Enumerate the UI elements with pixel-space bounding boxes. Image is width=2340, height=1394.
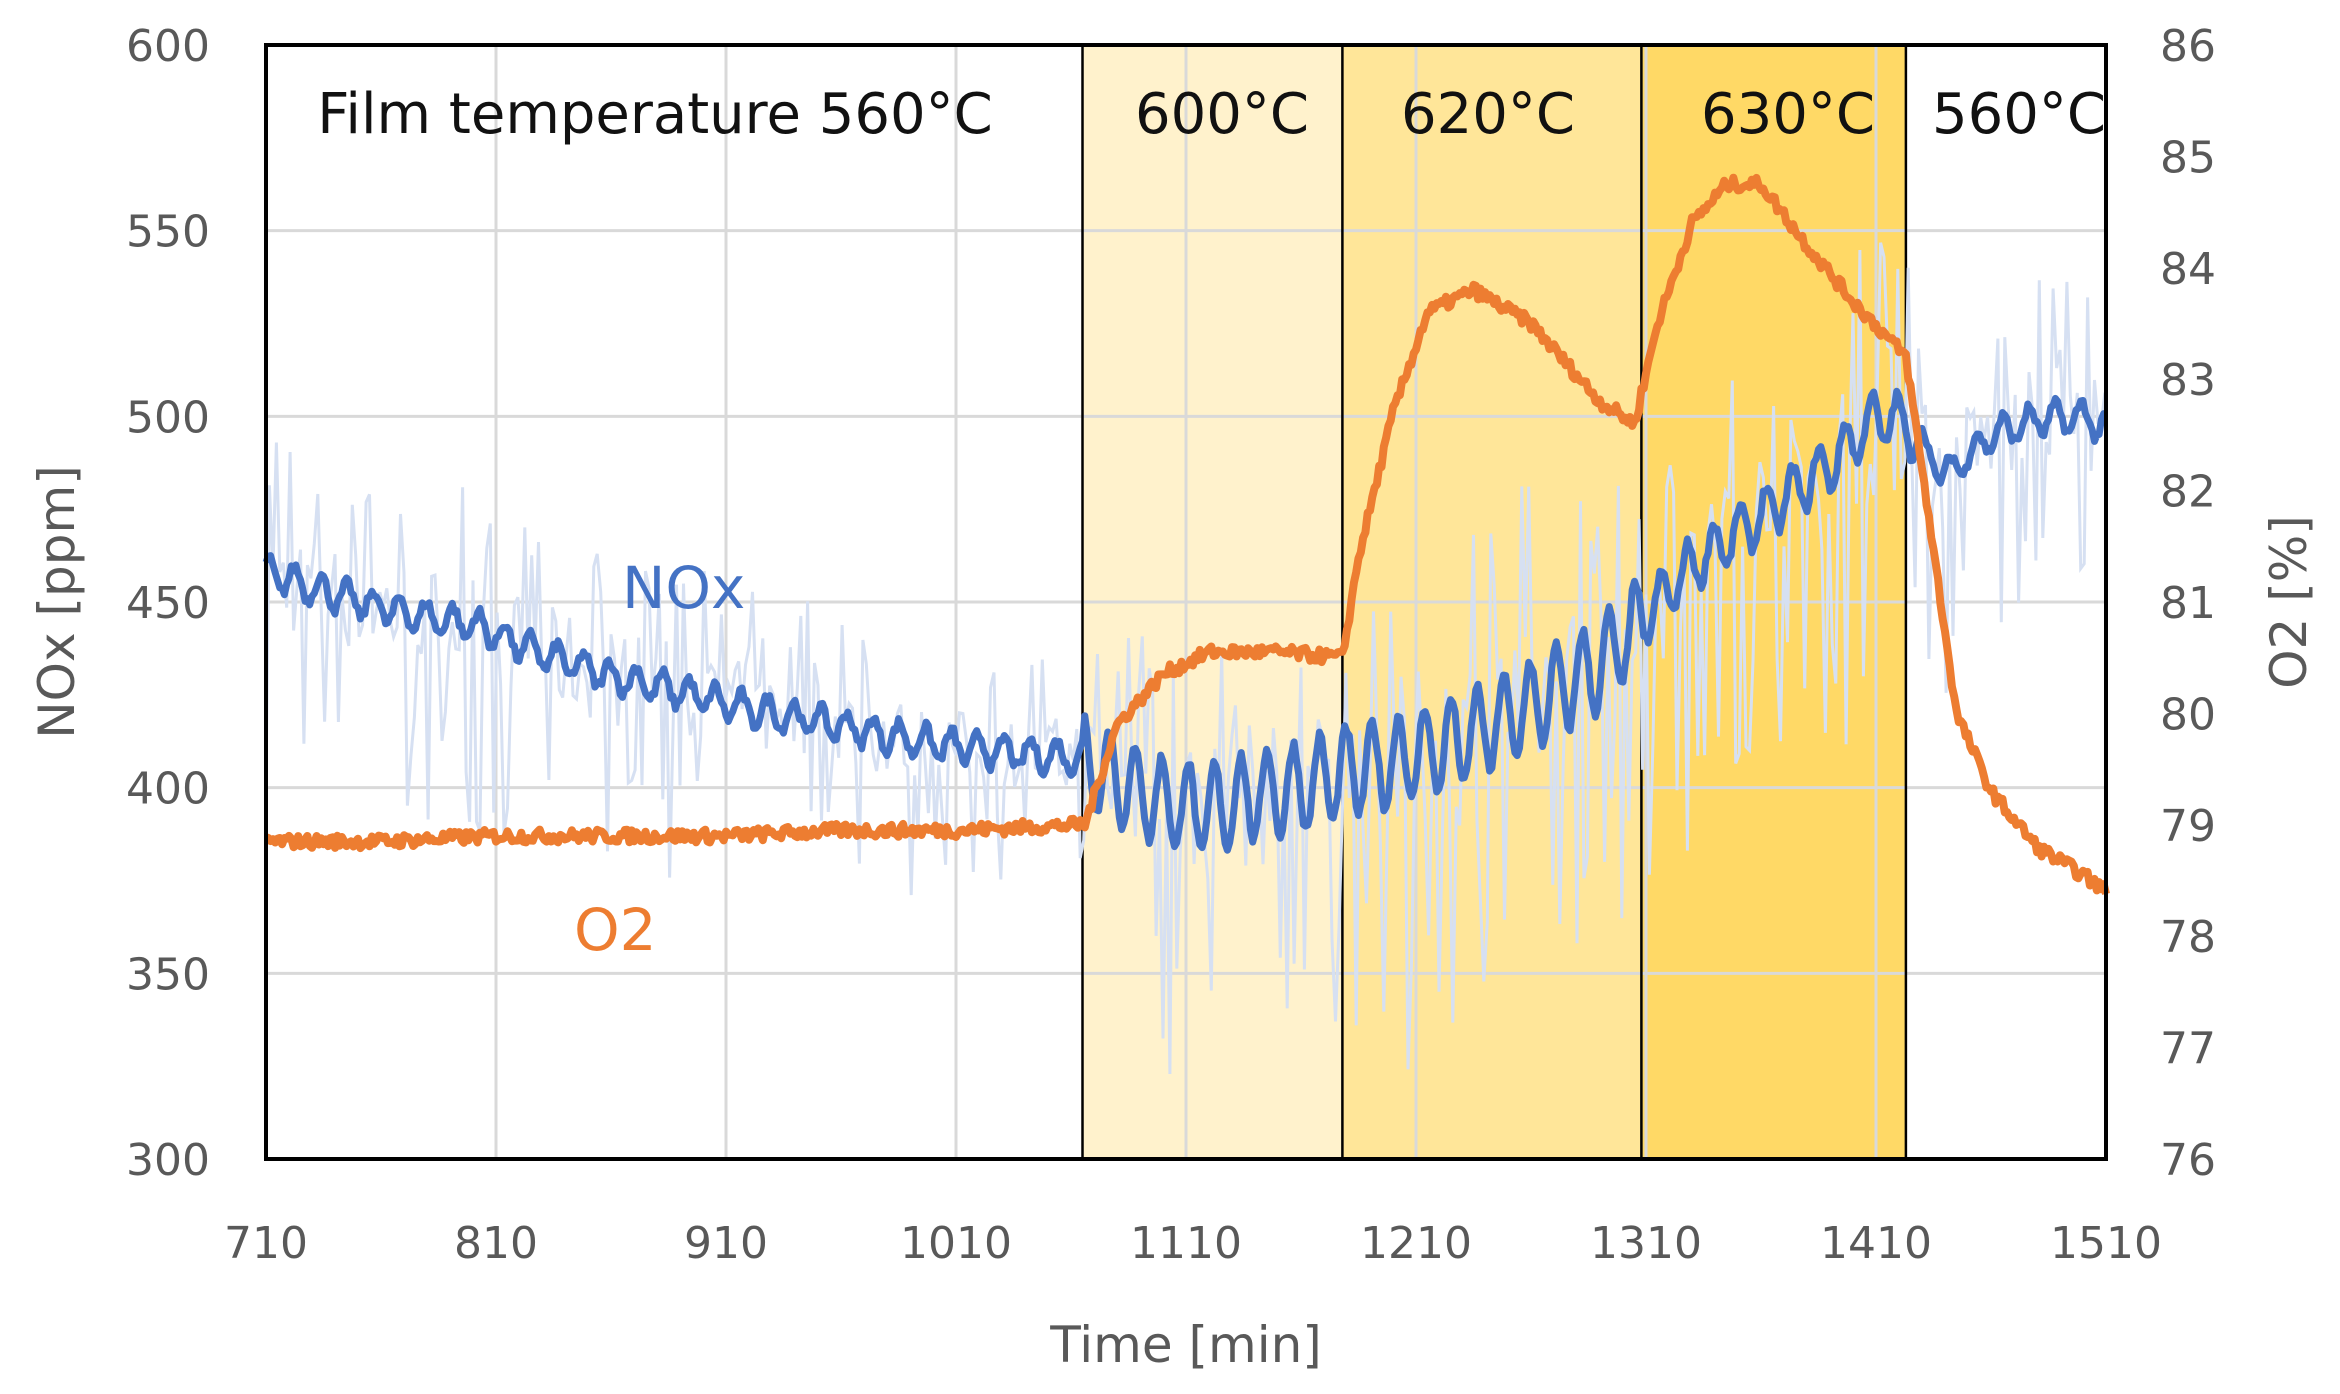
x-tick-label: 910: [684, 1218, 768, 1269]
x-tick-label: 1310: [1590, 1218, 1702, 1269]
nox-line: [262, 387, 2108, 854]
band-labels: Film temperature 560°C 600°C 620°C 630°C 560…: [317, 82, 2106, 147]
tick-labels: 710 810 910 1010 1110 1210 1310 1410 1510 300 350 4…: [126, 21, 2216, 1269]
band-label-0: Film temperature 560°C: [317, 82, 992, 147]
y-tick-label: 350: [126, 949, 210, 1000]
plot-frame: [264, 43, 2108, 1161]
y2-tick-label: 82: [2160, 467, 2216, 518]
y-tick-label: 600: [126, 21, 210, 72]
y2-tick-label: 79: [2160, 801, 2216, 852]
x-tick-label: 710: [224, 1218, 308, 1269]
y-axis-title: NOx [ppm]: [28, 465, 86, 738]
y2-tick-label: 76: [2160, 1135, 2216, 1186]
y2-tick-label: 83: [2160, 355, 2216, 406]
x-tick-label: 1210: [1360, 1218, 1472, 1269]
y-tick-label: 450: [126, 578, 210, 629]
o2-line: [264, 173, 2110, 895]
y-tick-label: 400: [126, 764, 210, 815]
x-axis-title: Time [min]: [1049, 1316, 1322, 1374]
y2-tick-label: 80: [2160, 689, 2216, 740]
series-layer: [262, 173, 2110, 1075]
y2-tick-label: 78: [2160, 912, 2216, 963]
y2-tick-label: 85: [2160, 132, 2216, 183]
y-tick-label: 300: [126, 1135, 210, 1186]
nox-series-label: NOx: [622, 554, 745, 622]
x-tick-label: 1410: [1820, 1218, 1932, 1269]
y2-tick-label: 77: [2160, 1024, 2216, 1075]
x-tick-label: 1110: [1130, 1218, 1242, 1269]
y-tick-label: 500: [126, 392, 210, 443]
y2-tick-label: 86: [2160, 21, 2216, 72]
x-tick-label: 1510: [2050, 1218, 2162, 1269]
o2-series-label: O2: [574, 896, 657, 964]
band-label-2: 620°C: [1401, 82, 1575, 147]
x-tick-label: 1010: [900, 1218, 1012, 1269]
band-label-1: 600°C: [1135, 82, 1309, 147]
x-tick-label: 810: [454, 1218, 538, 1269]
y2-tick-label: 81: [2160, 578, 2216, 629]
band-label-4: 560°C: [1932, 82, 2106, 147]
y-tick-label: 550: [126, 207, 210, 258]
y2-axis-title: O2 [%]: [2260, 515, 2318, 689]
y2-tick-label: 84: [2160, 244, 2216, 295]
band-label-3: 630°C: [1701, 82, 1875, 147]
